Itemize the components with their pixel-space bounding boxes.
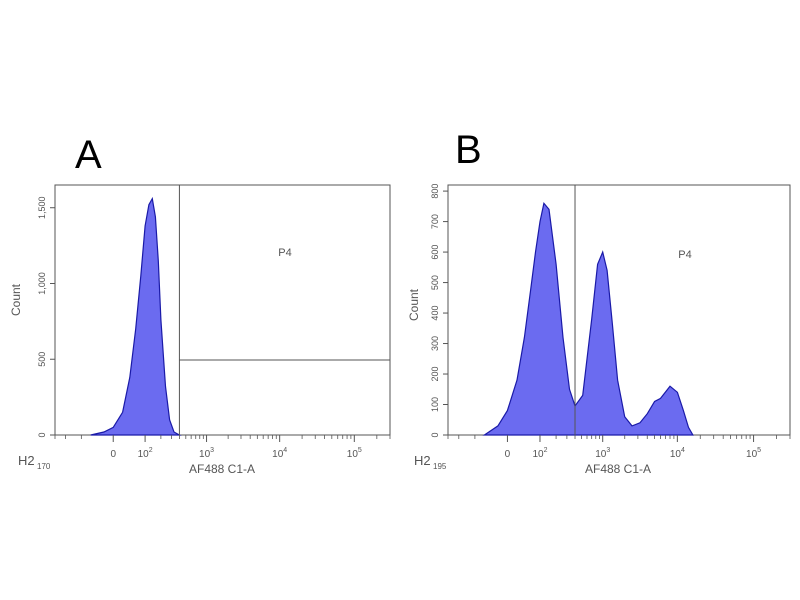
plot-area-b: P4 0 100 200 300 400 500 600 700 800 0 102 103 104 105 bbox=[430, 184, 791, 460]
x-tick-label-b: 104 bbox=[670, 447, 685, 460]
histogram-b bbox=[482, 201, 694, 436]
x-tick-label-b: 0 bbox=[505, 449, 511, 460]
y-axis-label-a: Count bbox=[9, 283, 23, 316]
y-tick-label-b: 0 bbox=[430, 432, 440, 437]
plot-frame-a bbox=[54, 184, 391, 436]
y-axis-label-b: Count bbox=[407, 288, 421, 321]
x-tick-label-b: 103 bbox=[595, 447, 610, 460]
x-tick-label-a: 0 bbox=[110, 449, 116, 460]
panel-b: B P4 0 100 200 300 400 500 600 700 800 0 102 103 104 1… bbox=[407, 128, 791, 476]
corner-label-b: H2 bbox=[414, 453, 431, 468]
panel-label-a: A bbox=[75, 133, 102, 177]
y-tick-label-a: 0 bbox=[37, 432, 47, 437]
y-tick-label-b: 700 bbox=[430, 214, 440, 229]
x-tick-label-a: 105 bbox=[347, 447, 362, 460]
x-axis-label-b: AF488 C1-A bbox=[585, 462, 651, 476]
plot-area-a: P4 0 500 1,000 1,500 0 102 103 104 105 bbox=[37, 185, 391, 460]
x-tick-label-a: 102 bbox=[138, 447, 153, 460]
y-tick-label-b: 300 bbox=[430, 336, 440, 351]
x-tick-label-b: 102 bbox=[532, 447, 547, 460]
y-tick-label-b: 800 bbox=[430, 184, 440, 199]
y-tick-label-b: 400 bbox=[430, 306, 440, 321]
x-tick-label-a: 103 bbox=[199, 447, 214, 460]
gate-label-b: P4 bbox=[678, 249, 691, 261]
y-tick-label-a: 1,000 bbox=[37, 272, 47, 295]
x-tick-label-a: 104 bbox=[272, 447, 287, 460]
y-tick-label-a: 500 bbox=[37, 352, 47, 367]
x-axis-label-a: AF488 C1-A bbox=[189, 462, 255, 476]
y-tick-label-b: 600 bbox=[430, 245, 440, 260]
y-tick-label-b: 500 bbox=[430, 275, 440, 290]
corner-subscript-b: 195 bbox=[433, 462, 447, 471]
y-tick-label-a: 1,500 bbox=[37, 196, 47, 219]
gate-label-a: P4 bbox=[278, 247, 291, 259]
corner-subscript-a: 170 bbox=[37, 462, 51, 471]
x-tick-label-b: 105 bbox=[746, 447, 761, 460]
panel-a: A P4 0 500 1,000 1,500 0 102 103 104 105 Count AF… bbox=[9, 133, 391, 476]
histogram-a bbox=[90, 196, 182, 436]
panel-label-b: B bbox=[455, 128, 482, 172]
y-tick-label-b: 200 bbox=[430, 367, 440, 382]
corner-label-a: H2 bbox=[18, 453, 35, 468]
y-tick-label-b: 100 bbox=[430, 397, 440, 412]
